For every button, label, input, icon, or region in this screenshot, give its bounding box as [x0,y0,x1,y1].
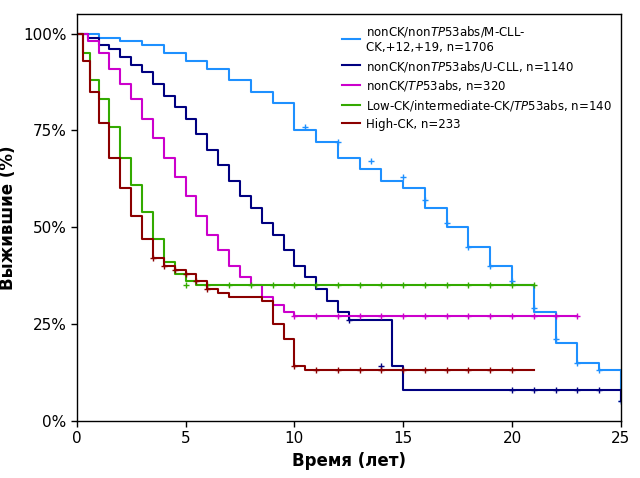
Legend: nonCK/non$\mathit{TP53}$abs/M-CLL-
CK,+12,+19, n=1706, nonCK/non$\mathit{TP53}$a: nonCK/non$\mathit{TP53}$abs/M-CLL- CK,+1… [339,20,615,134]
Y-axis label: Выжившие (%): Выжившие (%) [0,145,17,290]
X-axis label: Время (лет): Время (лет) [292,452,406,469]
